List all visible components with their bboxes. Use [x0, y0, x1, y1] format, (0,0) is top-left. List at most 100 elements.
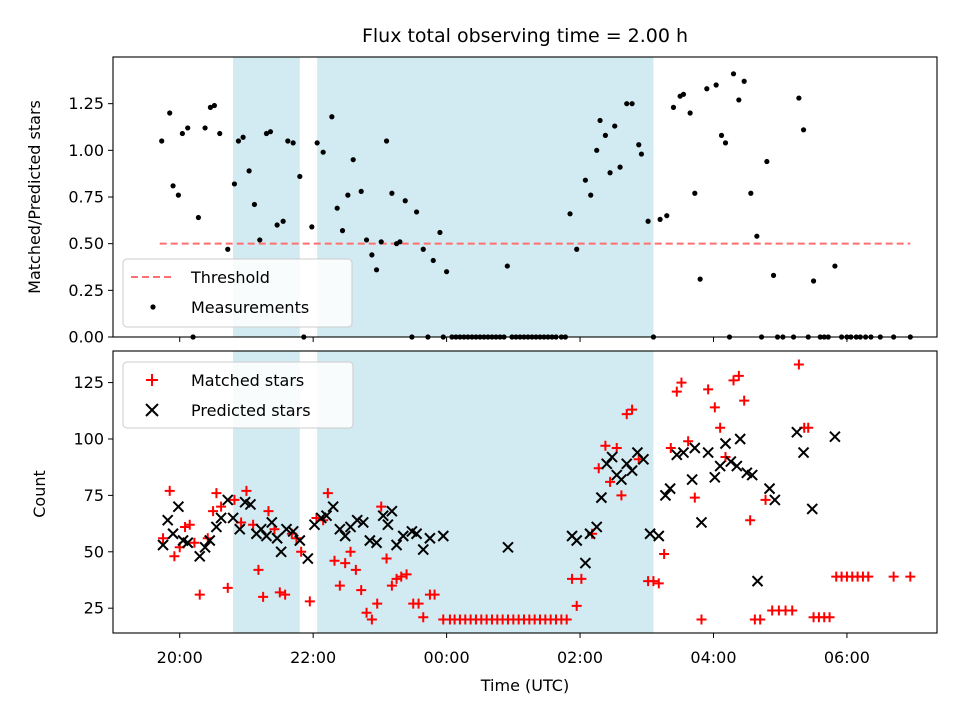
matched-star-point	[334, 580, 345, 591]
predicted-star-point	[791, 426, 803, 438]
predicted-star-point	[157, 539, 169, 551]
measurement-point	[430, 257, 436, 264]
measurement-point	[607, 170, 613, 176]
predicted-star-point	[601, 458, 613, 470]
matched-star-point	[728, 375, 739, 386]
predicted-star-point	[615, 473, 628, 486]
predicted-legend-label: Predicted stars	[191, 401, 311, 420]
measurement-point	[754, 233, 760, 239]
predicted-star-point	[390, 539, 403, 551]
predicted-star-point	[626, 464, 638, 477]
measurement-point	[350, 157, 356, 163]
predicted-star-points	[157, 426, 841, 587]
matched-star-point	[571, 600, 582, 611]
matched-star-point	[263, 506, 274, 517]
measurement-point	[358, 188, 364, 194]
matched-star-point	[208, 506, 219, 517]
measurement-point	[263, 130, 270, 137]
matched-star-point	[258, 591, 269, 602]
matched-star-point	[184, 519, 195, 530]
measurement-point	[280, 218, 286, 224]
predicted-star-point	[751, 575, 764, 587]
bottom-y-tick-label: 25	[84, 599, 104, 618]
measurement-point	[175, 192, 181, 198]
measurement-point	[420, 246, 426, 252]
measurement-point	[624, 101, 630, 107]
measurement-point	[832, 263, 838, 269]
bottom-panel: 25 50 75 100 125 20:00 22:00 00:00 02:00 04:00 06…	[30, 350, 938, 695]
predicted-star-point	[437, 530, 449, 542]
predicted-star-point	[621, 458, 633, 470]
matched-star-point	[683, 436, 694, 447]
measurement-point	[320, 149, 326, 155]
measurement-point	[373, 267, 380, 273]
predicted-star-point	[210, 521, 223, 533]
predicted-star-point	[417, 543, 429, 556]
matched-star-point	[616, 490, 627, 501]
bottom-y-axis-ticks: 25 50 75 100 125	[73, 373, 113, 618]
matched-star-point	[366, 614, 377, 625]
predicted-star-point	[709, 471, 721, 484]
matched-star-point	[793, 359, 804, 370]
measurement-point	[225, 246, 231, 252]
predicted-star-point	[334, 523, 346, 535]
measurement-point	[748, 190, 754, 196]
measurement-point	[211, 102, 218, 109]
matched-star-point	[158, 533, 169, 544]
predicted-star-point	[746, 469, 758, 481]
matched-star-point	[396, 571, 407, 582]
predicted-star-point	[182, 537, 194, 549]
measurement-point	[645, 218, 651, 224]
predicted-star-point	[702, 446, 714, 459]
measurement-point	[687, 110, 693, 116]
matched-star-point	[429, 589, 440, 600]
matched-star-point	[739, 395, 750, 406]
matched-star-point	[329, 555, 340, 566]
measurement-point	[297, 173, 303, 180]
measurement-point	[796, 95, 802, 101]
bottom-legend: Matched stars Predicted stars	[122, 361, 354, 429]
predicted-star-point	[327, 500, 339, 513]
predicted-star-point	[280, 523, 293, 535]
measurements-legend-label: Measurements	[191, 298, 309, 317]
predicted-star-point	[234, 523, 246, 535]
matched-star-point	[418, 612, 429, 623]
predicted-star-point	[397, 530, 409, 542]
top-panel: 0.00 0.25 0.50 0.75 1.00 1.25 Matched/Predict…	[25, 56, 938, 347]
measurement-point	[240, 134, 246, 140]
measurement-point	[185, 125, 191, 131]
matched-star-point	[653, 578, 664, 589]
measurement-point	[670, 104, 677, 110]
predicted-star-point	[172, 500, 185, 513]
matched-star-point	[229, 494, 240, 505]
measurement-point	[617, 164, 623, 170]
measurement-point	[741, 78, 747, 84]
predicted-star-point	[351, 514, 363, 526]
measurement-point	[402, 198, 408, 204]
measurement-point	[730, 71, 737, 77]
measurement-point	[339, 228, 346, 234]
measurement-point	[217, 130, 223, 137]
measurement-point	[251, 201, 258, 208]
measurement-point	[257, 237, 263, 243]
predicted-star-point	[320, 509, 333, 522]
top-y-tick-label: 0.75	[68, 188, 104, 207]
measurement-point	[504, 263, 510, 269]
bottom-x-tick-label: 22:00	[290, 648, 336, 667]
predicted-star-point	[637, 453, 650, 465]
matched-star-point	[169, 551, 180, 562]
matched-star-point	[627, 404, 638, 415]
matched-star-point	[340, 558, 351, 569]
measurement-point	[718, 132, 725, 138]
measurement-point	[179, 130, 185, 137]
matched-star-point	[671, 386, 682, 397]
measurement-point	[397, 239, 403, 245]
bottom-x-tick-label: 04:00	[690, 648, 736, 667]
measurement-point	[629, 101, 635, 107]
matched-star-point	[180, 521, 191, 532]
matched-star-point	[361, 607, 372, 618]
predicted-star-point	[502, 541, 514, 553]
predicted-star-point	[659, 489, 672, 502]
measurement-point	[588, 192, 594, 198]
predicted-star-point	[199, 541, 211, 553]
